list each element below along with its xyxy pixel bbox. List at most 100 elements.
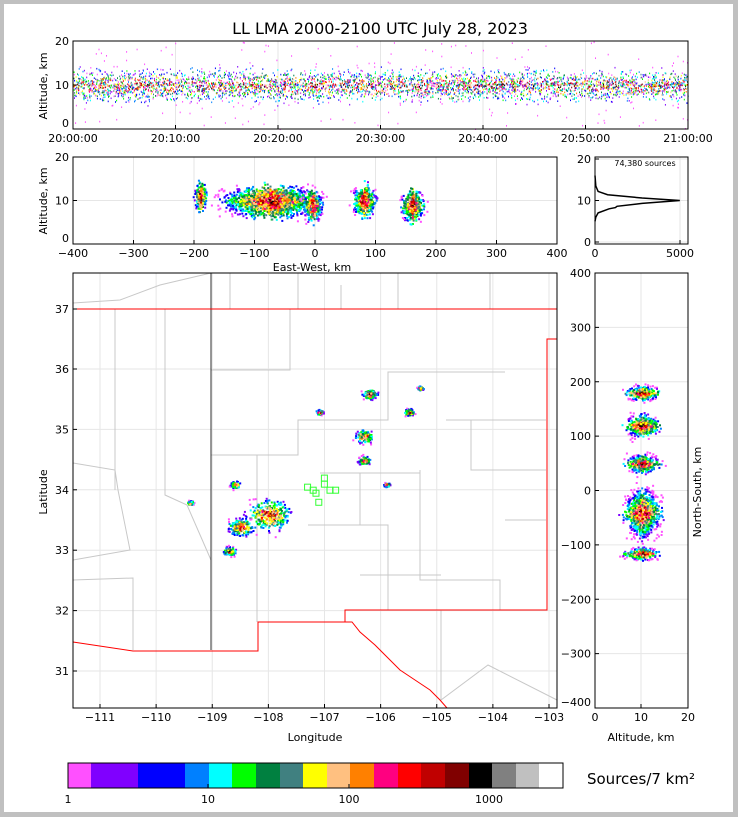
source-point (367, 74, 369, 76)
source-point (203, 71, 205, 74)
source-point (387, 79, 389, 82)
source-point (123, 86, 125, 89)
source-point (306, 85, 308, 88)
source-point (273, 188, 276, 191)
source-point (147, 95, 149, 98)
source-point (318, 82, 320, 85)
source-point (290, 95, 292, 98)
source-point (75, 87, 77, 90)
source-point (504, 97, 506, 99)
source-point (677, 76, 679, 79)
source-point (620, 84, 622, 86)
source-point (558, 86, 559, 89)
source-point (163, 82, 164, 84)
source-point (624, 84, 626, 86)
source-point (118, 83, 120, 85)
source-point (592, 83, 594, 85)
source-point (229, 92, 231, 94)
source-point (404, 84, 406, 87)
source-point (112, 104, 114, 107)
source-point (372, 86, 374, 88)
source-point (193, 81, 195, 84)
source-point (315, 83, 317, 86)
source-point (159, 74, 160, 76)
source-point (311, 184, 314, 187)
source-point (456, 90, 458, 92)
source-point (186, 87, 188, 90)
source-point (84, 108, 86, 110)
source-point (312, 78, 314, 80)
source-point (685, 84, 687, 86)
source-point (514, 95, 515, 97)
source-point (212, 88, 214, 90)
source-point (487, 75, 489, 78)
source-point (671, 90, 673, 92)
source-point (426, 88, 428, 90)
source-point (130, 77, 132, 80)
source-point (151, 85, 153, 88)
source-point (106, 73, 108, 75)
source-point (576, 92, 578, 95)
source-point (384, 74, 386, 76)
source-point (178, 82, 179, 84)
source-point (229, 75, 231, 77)
source-point (407, 80, 409, 82)
source-point (117, 87, 119, 89)
source-point (352, 79, 354, 82)
source-point (573, 94, 575, 96)
source-point (262, 88, 264, 90)
source-point (283, 74, 285, 76)
source-point (75, 104, 77, 107)
source-point (328, 92, 330, 94)
source-point (394, 93, 396, 96)
source-point (584, 95, 586, 97)
source-point (559, 105, 561, 107)
source-point (503, 86, 504, 88)
source-point (533, 84, 535, 86)
source-point (308, 93, 310, 96)
source-point (78, 92, 80, 94)
source-point (231, 92, 233, 94)
source-point (331, 86, 333, 88)
source-point (187, 92, 189, 95)
source-point (415, 111, 417, 114)
source-point (197, 89, 199, 92)
source-point (443, 91, 445, 94)
source-point (397, 122, 399, 125)
source-point (119, 89, 120, 92)
source-point (182, 87, 184, 89)
source-point (432, 90, 434, 93)
source-point (453, 85, 454, 88)
source-point (608, 81, 610, 83)
source-point (241, 98, 243, 100)
source-point (135, 81, 137, 83)
source-point (485, 82, 487, 84)
source-point (141, 91, 143, 93)
source-point (340, 74, 342, 76)
source-point (449, 93, 451, 95)
source-point (354, 74, 355, 76)
source-point (82, 79, 84, 82)
source-point (448, 84, 450, 87)
source-point (400, 75, 402, 78)
source-point (160, 74, 162, 77)
source-point (497, 76, 499, 79)
source-point (610, 100, 612, 103)
source-point (148, 82, 150, 85)
source-point (596, 89, 598, 91)
source-point (175, 74, 177, 77)
source-point (545, 76, 547, 78)
source-point (187, 97, 189, 100)
source-point (574, 89, 576, 91)
source-point (611, 83, 613, 85)
source-point (297, 188, 300, 191)
source-point (200, 98, 202, 100)
source-point (391, 95, 393, 98)
source-point (484, 88, 486, 90)
source-point (272, 72, 274, 74)
source-point (531, 72, 533, 75)
source-point (414, 91, 416, 94)
source-point (631, 87, 633, 90)
source-point (167, 79, 169, 82)
source-point (539, 85, 541, 87)
